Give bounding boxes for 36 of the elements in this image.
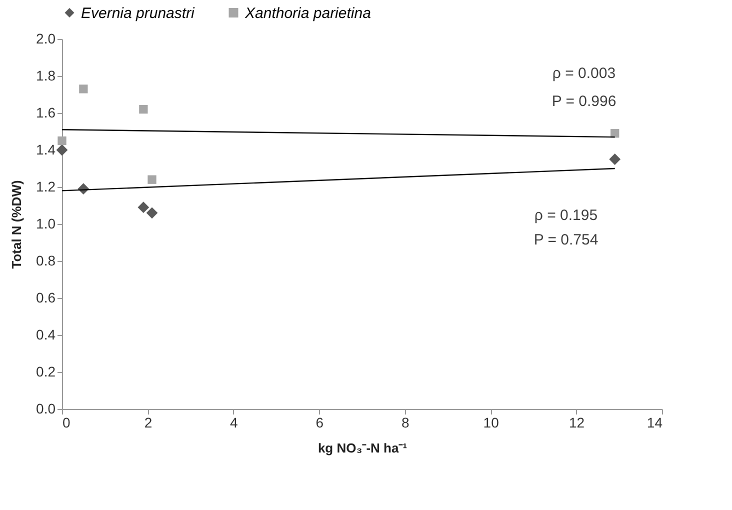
legend-label: Evernia prunastri [81,4,196,22]
x-tick-label: 0 [62,414,70,430]
y-tick-label: 0.0 [36,400,56,416]
x-tick-label: 12 [568,414,585,430]
annotation: ρ = 0.195 [534,207,598,224]
y-tick-label: 0.2 [36,364,56,380]
x-tick-label: 4 [230,414,238,430]
x-tick-label: 2 [144,414,152,430]
y-tick-label: 0.6 [36,290,56,306]
y-tick-label: 2.0 [36,30,56,46]
point [58,136,66,146]
y-tick-label: 1.4 [36,142,56,158]
annotation: P = 0.754 [534,232,598,249]
y-tick-label: 1.2 [36,178,56,194]
point [148,175,156,184]
annotation: P = 0.996 [552,93,616,110]
y-tick-label: 0.8 [36,252,56,268]
legend-label: Xanthoria parietina [244,4,371,22]
y-axis-title: Total N (%DW) [9,180,24,269]
y-tick-label: 1.6 [36,104,56,120]
x-axis-title: kg NO₃⁻-N ha⁻¹ [318,440,408,456]
point [79,84,88,94]
x-tick-label: 6 [316,414,324,430]
point [609,154,621,165]
y-tick-label: 1.0 [36,216,56,232]
x-tick-label: 14 [646,414,663,430]
point [139,104,148,114]
x-tick-label: 8 [401,414,410,430]
y-tick-label: 0.4 [36,326,56,342]
y-tick-label: 1.8 [36,68,56,84]
point [610,129,620,138]
annotation: ρ = 0.003 [552,65,616,82]
point [138,202,150,214]
point [56,144,68,156]
x-tick-label: 10 [483,414,500,430]
point [146,207,158,219]
